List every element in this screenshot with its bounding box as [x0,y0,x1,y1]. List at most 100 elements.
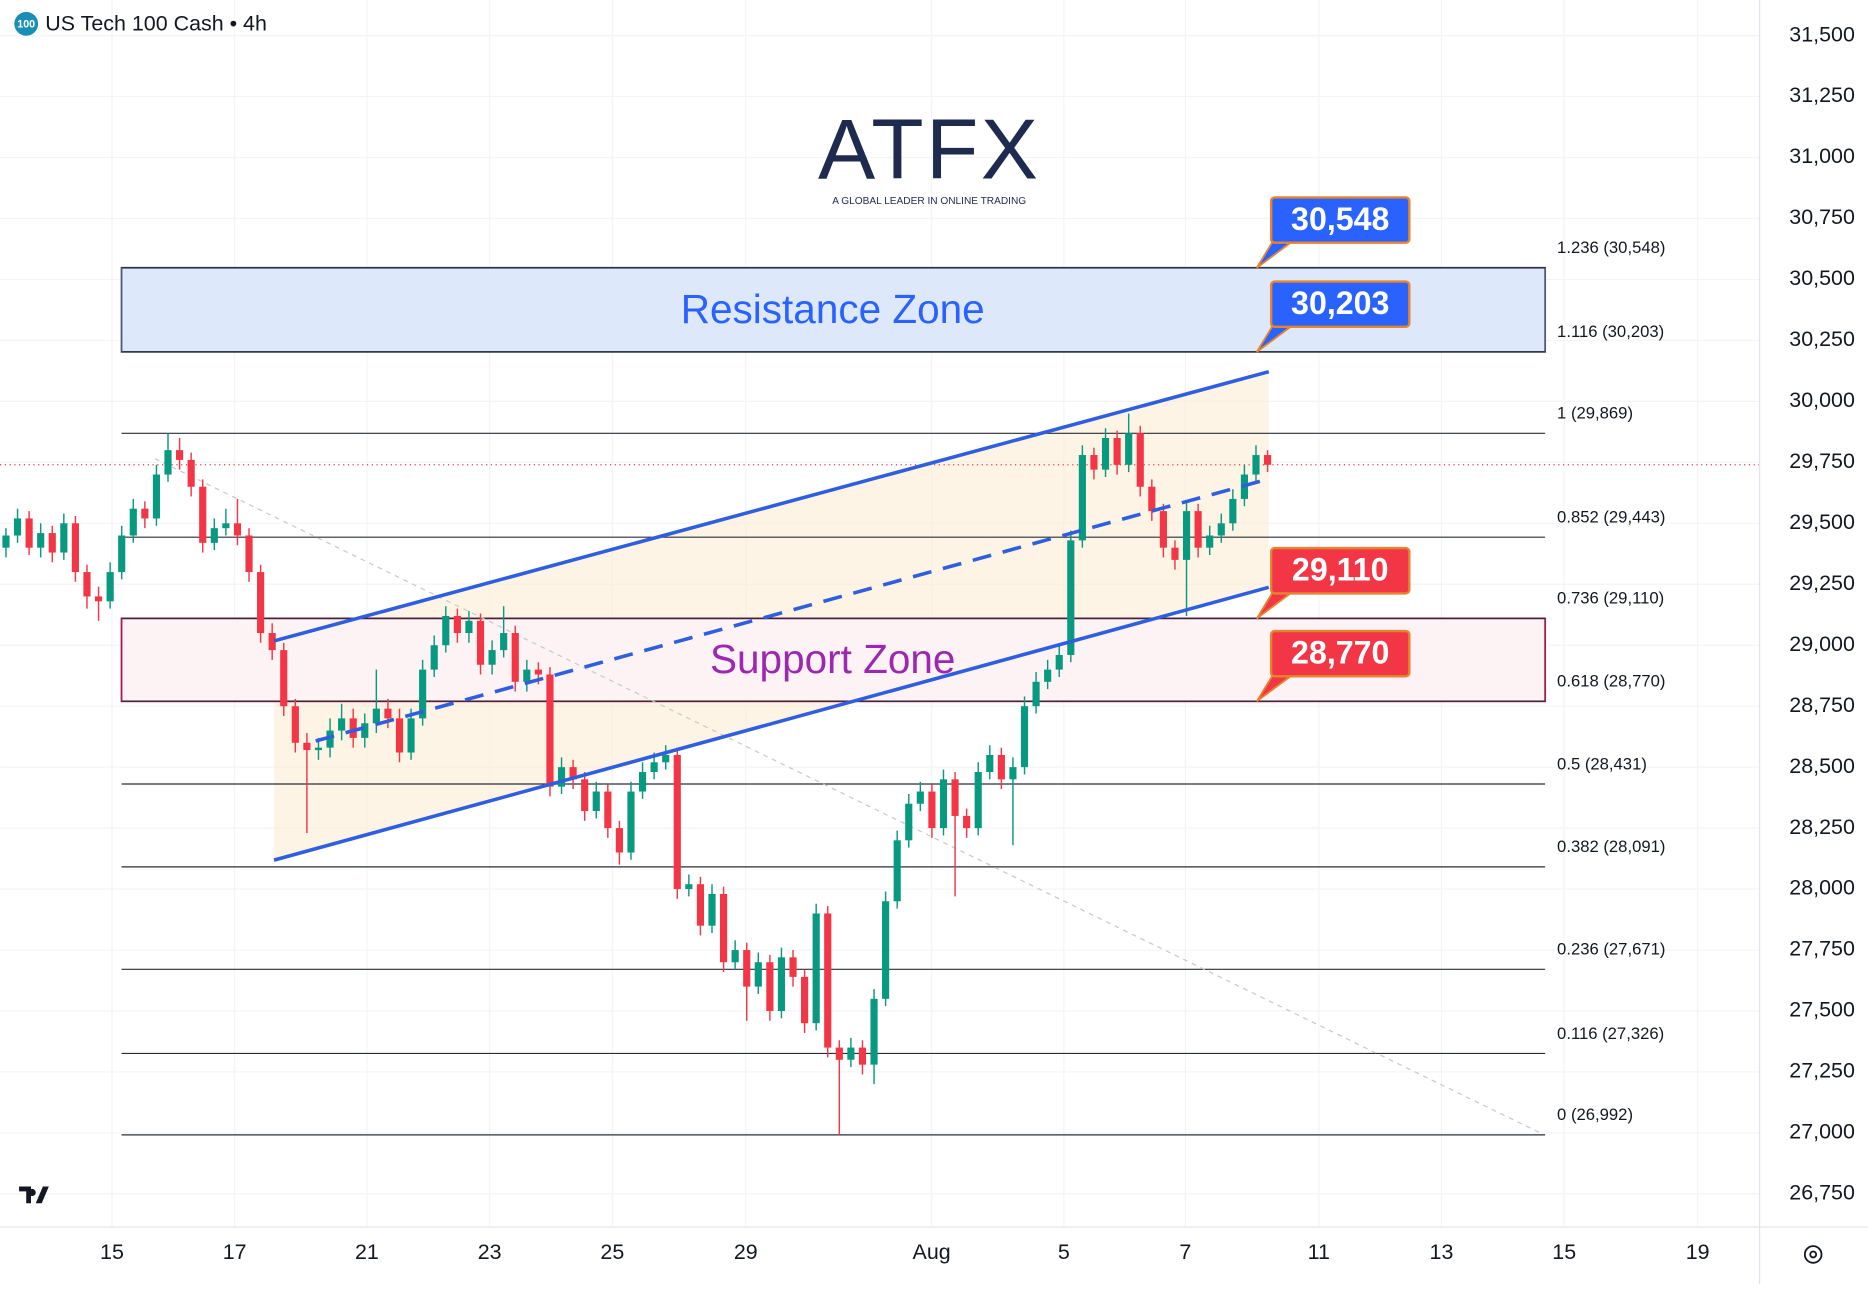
y-tick-label: 27,500 [1789,998,1855,1022]
candle-body [534,669,542,675]
brand-tagline: A GLOBAL LEADER IN ONLINE TRADING [832,196,1026,207]
candle-body [384,708,392,719]
candle-body [118,535,126,573]
candle-body [199,486,207,543]
fib-label: 0.236 (27,671) [1557,940,1665,959]
fib-label: 0.116 (27,326) [1557,1024,1664,1043]
candle-body [858,1047,867,1065]
candle-body [939,779,948,829]
candle-body [916,791,924,804]
candle-body [1136,433,1144,487]
x-tick-label: Aug [913,1240,951,1264]
callout-box [1269,629,1411,678]
candle-body [106,572,114,602]
callout-label: 29,110 [1292,551,1389,587]
fib-label: 0.736 (29,110) [1557,589,1664,608]
candle-body [1217,523,1225,536]
candle-body [442,615,450,646]
x-tick-label: 11 [1308,1240,1330,1264]
candle-body [685,884,693,890]
candle-body [1113,437,1121,465]
candle-body [523,669,531,682]
candle-body [1159,511,1167,548]
candle-body [1206,535,1214,548]
candle-body [754,962,762,987]
fib-label: 1.116 (30,203) [1557,322,1664,341]
y-tick-label: 31,250 [1789,83,1855,107]
candle-body [801,976,809,1024]
candle-body [476,620,485,665]
candle-body [129,508,137,536]
candle-body [997,754,1005,780]
candle-body [25,518,33,548]
candle-body [812,913,820,1024]
candle-body [986,754,994,773]
candle-body [303,742,311,751]
candle-body [870,998,878,1065]
candle-body [1044,669,1052,682]
fib-label: 0 (26,992) [1557,1105,1633,1124]
zone-label: Support Zone [710,636,955,682]
candle-body [268,633,276,651]
channel-mid [315,477,1270,743]
candles [2,413,1272,1135]
candle-body [1263,455,1272,465]
candle-body [847,1047,855,1060]
candle-body [395,718,404,753]
candle-body [48,533,56,553]
y-tick-label: 30,750 [1789,205,1855,229]
candle-body [430,645,438,670]
candle-body [13,518,22,536]
candle-body [1171,547,1179,560]
fib-label: 0.5 (28,431) [1557,754,1647,773]
x-tick-label: 7 [1179,1240,1191,1264]
candle-body [824,913,832,1048]
candle-body [372,708,380,724]
candle-body [696,884,704,926]
time-axis: 15 17 21 23 25 29 Aug 5 7 11 13 15 19 [100,1240,1710,1264]
brand-name: ATFX [818,102,1040,198]
y-tick-label: 30,250 [1789,327,1855,351]
y-tick-label: 27,750 [1789,937,1855,961]
tv-logo [19,1186,49,1204]
candle-body [257,572,265,634]
y-tick-label: 28,250 [1789,815,1855,839]
channel-upper [273,369,1270,643]
candle-body [349,718,357,738]
x-tick-label: 21 [355,1240,379,1264]
candle-body [419,669,427,719]
candle-body [1090,455,1098,470]
candle-body [1148,486,1156,512]
y-tick-label: 27,000 [1789,1120,1855,1144]
candle-body [407,718,415,753]
candle-body [1101,437,1110,470]
candle-body [94,596,103,602]
settings-icon-center[interactable] [1809,1250,1818,1259]
callout-label: 28,770 [1291,634,1389,670]
candle-body [557,767,566,787]
y-tick-label: 29,750 [1789,449,1855,473]
callout-label: 30,548 [1291,201,1389,237]
candle-body [187,459,195,487]
candle-body [615,828,623,853]
settings-icon[interactable] [1803,1245,1823,1264]
candle-body [546,674,554,787]
x-tick-label: 29 [734,1240,758,1264]
candle-body [37,533,45,548]
candle-body [465,620,473,634]
tv-logo-dot [28,1188,36,1197]
candle-body [233,523,242,536]
candle-body [1009,767,1017,780]
y-tick-label: 28,500 [1789,754,1855,778]
candle-body [210,528,218,543]
callout-box [1269,546,1411,595]
candle-body [2,535,10,548]
x-tick-label: 23 [478,1240,502,1264]
chart-title: US Tech 100 Cash • 4h [45,12,267,36]
candle-body [662,754,670,763]
fib-levels: 1.236 (30,548) 1.116 (30,203) 1 (29,869) 0.… [0,238,1760,1136]
candle-body [152,474,161,519]
candle-body [488,650,496,665]
candle-body [176,450,184,460]
candle-body [882,901,890,999]
